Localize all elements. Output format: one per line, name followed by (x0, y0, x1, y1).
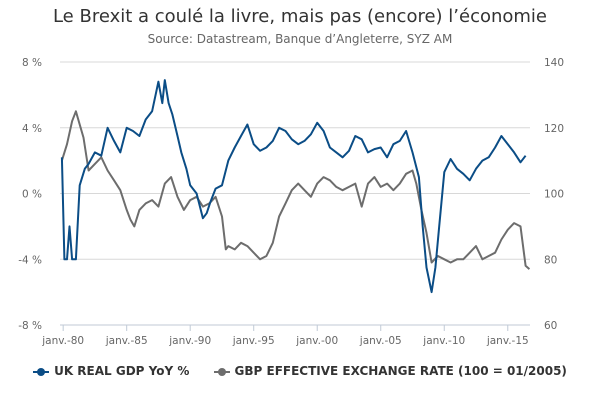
grid-lines (60, 61, 530, 326)
chart-title: Le Brexit a coulé la livre, mais pas (en… (52, 6, 548, 27)
legend-swatch-fx (213, 367, 230, 376)
x-tick-label: janv.-85 (105, 335, 148, 347)
x-tick-label: janv.-15 (486, 335, 529, 347)
x-axis: janv.-80 janv.-85 janv.-90 janv.-95 janv.-00… (41, 324, 530, 347)
y-right-tick-label: 80 (544, 254, 557, 266)
y-axis-left: 8 % 4 % 0 % -4 % -8 % (18, 57, 42, 332)
x-tick-label: janv.-95 (232, 335, 275, 347)
x-tick-label: janv.-00 (295, 335, 338, 347)
y-right-tick-label: 120 (544, 123, 564, 135)
legend-item-gdp[interactable]: UK REAL GDP YoY % (33, 364, 189, 378)
x-tick-label: janv.-05 (359, 335, 402, 347)
legend: UK REAL GDP YoY % GBP EFFECTIVE EXCHANGE… (0, 364, 600, 378)
y-right-tick-label: 60 (544, 320, 557, 332)
x-tick-label: janv.-10 (422, 335, 465, 347)
y-left-tick-label: -4 % (18, 254, 42, 266)
legend-label-gdp: UK REAL GDP YoY % (54, 364, 190, 378)
y-left-tick-label: -8 % (18, 320, 42, 332)
y-right-tick-label: 100 (544, 189, 564, 201)
series-line-gdp (60, 79, 527, 294)
legend-item-fx[interactable]: GBP EFFECTIVE EXCHANGE RATE (100 = 01/20… (213, 364, 567, 378)
y-right-tick-label: 140 (544, 57, 564, 69)
series-line-fx (60, 110, 531, 270)
legend-swatch-gdp (33, 367, 50, 376)
x-tick-label: janv.-80 (41, 335, 84, 347)
x-tick-label: janv.-90 (168, 335, 211, 347)
chart-subtitle: Source: Datastream, Banque d’Angleterre,… (147, 32, 453, 46)
y-left-tick-label: 8 % (22, 57, 42, 69)
y-axis-right: 140 120 100 80 60 (544, 57, 564, 332)
series-layer (60, 79, 531, 294)
y-left-tick-label: 0 % (22, 189, 42, 201)
y-left-tick-label: 4 % (22, 123, 42, 135)
legend-label-fx: GBP EFFECTIVE EXCHANGE RATE (100 = 01/20… (234, 364, 567, 378)
